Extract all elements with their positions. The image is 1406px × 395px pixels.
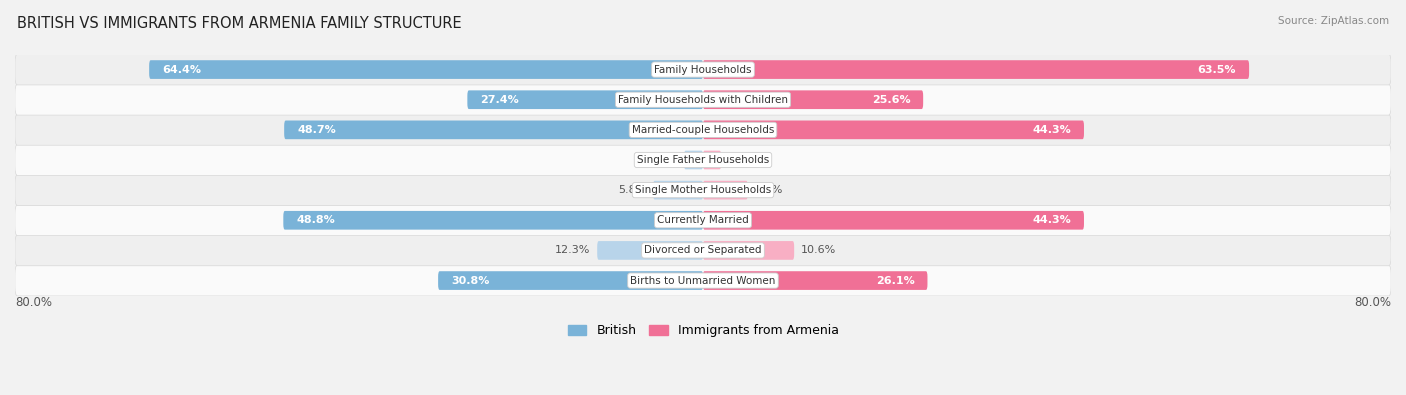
FancyBboxPatch shape [284,120,703,139]
FancyBboxPatch shape [15,235,1391,266]
FancyBboxPatch shape [654,181,703,199]
Text: 2.2%: 2.2% [648,155,678,165]
FancyBboxPatch shape [703,181,748,199]
Text: Family Households: Family Households [654,64,752,75]
Text: 26.1%: 26.1% [876,276,914,286]
Text: BRITISH VS IMMIGRANTS FROM ARMENIA FAMILY STRUCTURE: BRITISH VS IMMIGRANTS FROM ARMENIA FAMIL… [17,16,461,31]
Text: 12.3%: 12.3% [555,245,591,256]
FancyBboxPatch shape [703,150,721,169]
FancyBboxPatch shape [15,145,1391,175]
Text: 63.5%: 63.5% [1198,64,1236,75]
FancyBboxPatch shape [439,271,703,290]
Text: 44.3%: 44.3% [1032,125,1071,135]
Text: 64.4%: 64.4% [162,64,201,75]
FancyBboxPatch shape [15,265,1391,296]
FancyBboxPatch shape [703,120,1084,139]
FancyBboxPatch shape [15,175,1391,205]
Text: 80.0%: 80.0% [15,295,52,308]
Text: 30.8%: 30.8% [451,276,489,286]
FancyBboxPatch shape [685,150,703,169]
Text: 10.6%: 10.6% [801,245,837,256]
Text: 25.6%: 25.6% [872,95,910,105]
FancyBboxPatch shape [598,241,703,260]
FancyBboxPatch shape [703,90,924,109]
FancyBboxPatch shape [703,271,928,290]
FancyBboxPatch shape [15,85,1391,115]
FancyBboxPatch shape [703,60,1249,79]
Text: Divorced or Separated: Divorced or Separated [644,245,762,256]
Text: Family Households with Children: Family Households with Children [619,95,787,105]
Text: Source: ZipAtlas.com: Source: ZipAtlas.com [1278,16,1389,26]
Text: 5.8%: 5.8% [617,185,647,195]
FancyBboxPatch shape [703,241,794,260]
Text: 5.2%: 5.2% [755,185,783,195]
Text: 44.3%: 44.3% [1032,215,1071,225]
FancyBboxPatch shape [284,211,703,229]
Text: Currently Married: Currently Married [657,215,749,225]
Text: 48.8%: 48.8% [297,215,335,225]
Text: Single Father Households: Single Father Households [637,155,769,165]
Text: 27.4%: 27.4% [481,95,519,105]
FancyBboxPatch shape [703,211,1084,229]
FancyBboxPatch shape [467,90,703,109]
Text: Single Mother Households: Single Mother Households [636,185,770,195]
Text: 80.0%: 80.0% [1354,295,1391,308]
FancyBboxPatch shape [15,205,1391,236]
Text: 2.1%: 2.1% [728,155,756,165]
FancyBboxPatch shape [15,115,1391,145]
Legend: British, Immigrants from Armenia: British, Immigrants from Armenia [562,320,844,342]
Text: 48.7%: 48.7% [297,125,336,135]
Text: Married-couple Households: Married-couple Households [631,125,775,135]
FancyBboxPatch shape [15,54,1391,85]
FancyBboxPatch shape [149,60,703,79]
Text: Births to Unmarried Women: Births to Unmarried Women [630,276,776,286]
